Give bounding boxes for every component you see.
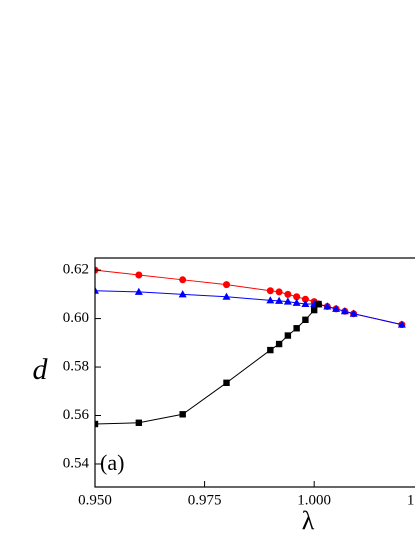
point: [95, 286, 99, 294]
point: [301, 299, 310, 308]
point: [95, 420, 99, 428]
point: [178, 290, 187, 298]
x-tick-label: 0.950: [78, 492, 112, 508]
point: [310, 306, 318, 314]
point: [284, 290, 292, 298]
point: [222, 292, 231, 300]
y-tick-label: 0.58: [63, 358, 89, 374]
point: [349, 309, 358, 317]
y-axis-label: d: [33, 353, 49, 386]
x-tick-label: 0.975: [188, 492, 222, 508]
y-tick-label: 0.60: [63, 310, 89, 326]
plot-frame: [94, 257, 415, 488]
point: [179, 276, 187, 284]
point: [397, 320, 406, 328]
point: [275, 288, 283, 296]
point: [266, 296, 275, 304]
point: [267, 346, 274, 354]
point: [293, 325, 300, 332]
line: [95, 290, 402, 326]
point: [135, 271, 143, 279]
x-tick-label: 1.025: [407, 492, 415, 508]
point: [223, 379, 230, 386]
point: [283, 297, 292, 305]
point: [223, 281, 231, 289]
point: [302, 316, 309, 323]
point: [266, 287, 274, 295]
point: [293, 293, 301, 301]
point: [134, 287, 143, 295]
point: [292, 298, 301, 306]
y-tick-label: 0.56: [63, 407, 90, 423]
x-tick-label: 1.000: [297, 492, 331, 508]
point: [275, 340, 283, 348]
point: [284, 332, 292, 339]
annotation: (a): [100, 450, 124, 475]
y-tick-label: 0.62: [63, 262, 89, 278]
x-axis-label: λ: [302, 506, 315, 535]
point: [179, 411, 186, 418]
point: [315, 300, 322, 308]
line: [95, 303, 319, 425]
point: [340, 307, 349, 315]
y-tick-label: 0.54: [63, 455, 90, 471]
point: [332, 304, 341, 312]
point: [323, 302, 332, 310]
point: [301, 295, 309, 303]
point: [135, 419, 143, 426]
point: [275, 296, 284, 304]
